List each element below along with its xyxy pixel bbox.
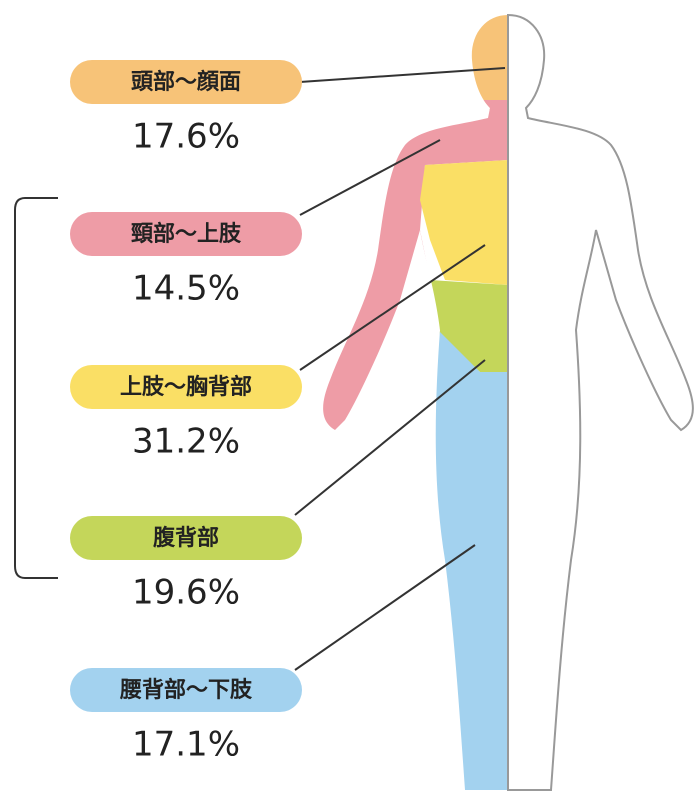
leader-line xyxy=(294,544,476,671)
region-label: 上肢～胸背部 xyxy=(120,374,252,400)
region-percent: 17.1% xyxy=(132,725,240,765)
label-pill xyxy=(70,365,302,409)
bracket xyxy=(14,197,58,579)
label-pill xyxy=(70,668,302,712)
label-pill xyxy=(70,212,302,256)
label-pill xyxy=(70,60,302,104)
region-label: 腹背部 xyxy=(153,525,219,551)
label-pill xyxy=(70,516,302,560)
region-percent: 14.5% xyxy=(132,269,240,309)
right-half xyxy=(507,13,694,791)
leg-region xyxy=(420,330,508,790)
region-percent: 31.2% xyxy=(132,422,240,462)
region-percent: 17.6% xyxy=(132,117,240,157)
leader-line xyxy=(299,67,506,83)
head-region xyxy=(323,15,508,110)
abdomen-region xyxy=(430,280,508,372)
chest-region xyxy=(420,160,508,285)
left-half xyxy=(323,15,508,790)
region-label: 腰背部～下肢 xyxy=(119,677,253,703)
region-label: 頭部～顔面 xyxy=(131,69,241,95)
region-percent: 19.6% xyxy=(132,573,240,613)
leader-line xyxy=(299,139,441,216)
leader-line xyxy=(299,244,486,371)
leader-line xyxy=(294,359,486,516)
labels: 頭部～顔面 17.6% 頸部～上肢 14.5% 上肢～胸背部 31.2% 腹背部 19.6% 腰… xyxy=(70,60,302,765)
region-label: 頸部～上肢 xyxy=(131,221,242,247)
